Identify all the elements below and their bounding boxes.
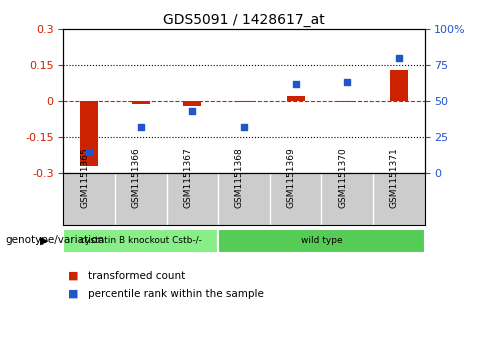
Point: [85, 149, 93, 155]
FancyBboxPatch shape: [63, 229, 218, 253]
Text: genotype/variation: genotype/variation: [5, 236, 104, 245]
Bar: [132, 101, 150, 104]
Text: GSM1151369: GSM1151369: [286, 147, 296, 208]
Title: GDS5091 / 1428617_at: GDS5091 / 1428617_at: [163, 13, 325, 26]
Text: ■: ■: [68, 289, 79, 299]
Bar: [235, 101, 253, 102]
Text: ▶: ▶: [40, 236, 48, 245]
Text: GSM1151365: GSM1151365: [80, 147, 89, 208]
Bar: [286, 97, 305, 101]
Text: GSM1151371: GSM1151371: [390, 147, 399, 208]
Point: [137, 125, 145, 130]
Text: ■: ■: [68, 271, 79, 281]
Text: transformed count: transformed count: [88, 271, 185, 281]
FancyBboxPatch shape: [218, 229, 425, 253]
Text: GSM1151366: GSM1151366: [132, 147, 141, 208]
Text: GSM1151368: GSM1151368: [235, 147, 244, 208]
Bar: [183, 101, 202, 106]
Point: [292, 81, 300, 87]
Bar: [390, 70, 408, 101]
Bar: [80, 101, 98, 166]
Point: [188, 109, 196, 114]
Text: GSM1151367: GSM1151367: [183, 147, 192, 208]
Point: [343, 79, 351, 85]
Text: GSM1151370: GSM1151370: [338, 147, 347, 208]
Text: cystatin B knockout Cstb-/-: cystatin B knockout Cstb-/-: [80, 236, 202, 245]
Bar: [338, 101, 356, 102]
Text: percentile rank within the sample: percentile rank within the sample: [88, 289, 264, 299]
Point: [240, 125, 248, 130]
Text: wild type: wild type: [301, 236, 342, 245]
Point: [395, 55, 403, 61]
